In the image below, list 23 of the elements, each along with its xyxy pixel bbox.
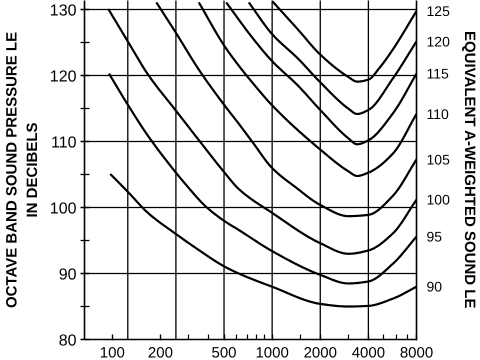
y-axis-title: OCTAVE BAND SOUND PRESSURE LE IN DECIBELS xyxy=(3,32,41,308)
series-label: 90 xyxy=(426,278,442,295)
series-label: 100 xyxy=(426,192,450,208)
y-tick-label: 90 xyxy=(58,266,77,284)
series-label: 110 xyxy=(426,106,450,122)
series-label: 125 xyxy=(426,3,450,20)
y-tick-label: 130 xyxy=(50,2,77,20)
x-tick-label: 100 xyxy=(100,344,125,360)
x-tick-label: 500 xyxy=(212,344,237,360)
series-label: 95 xyxy=(426,228,442,245)
series-label: 115 xyxy=(426,66,450,82)
y2-axis-title: EQUIVALENT A-WEIGHTED SOUND LE xyxy=(460,30,478,308)
y-tick-label: 100 xyxy=(50,200,77,218)
series-label: 120 xyxy=(426,33,450,50)
x-tick-label: 2000 xyxy=(304,344,337,360)
y-tick-label: 80 xyxy=(58,332,77,350)
y-tick-label: 110 xyxy=(50,134,77,152)
x-tick-label: 8000 xyxy=(400,344,434,360)
x-tick-label: 1000 xyxy=(255,344,289,360)
x-tick-label: 200 xyxy=(148,344,173,360)
x-tick-label: 4000 xyxy=(352,344,386,360)
series-label: 105 xyxy=(426,151,450,168)
y-tick-label: 120 xyxy=(50,68,77,86)
